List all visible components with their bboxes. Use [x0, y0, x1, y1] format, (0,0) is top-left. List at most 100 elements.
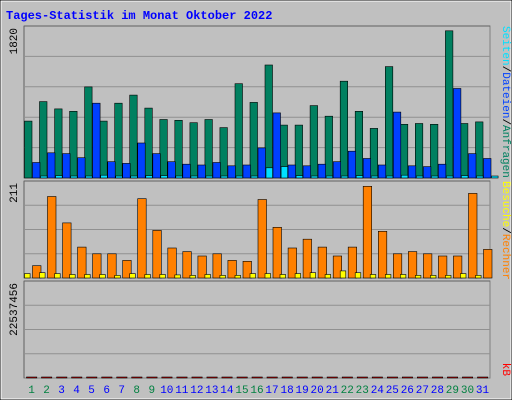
- middle-bar-rechner-day-13: [212, 253, 222, 279]
- middle-bar-besuche-day-21: [324, 274, 332, 279]
- bottom-legend-kb: kB: [499, 363, 511, 377]
- bottom-bar-kb-day-16: [251, 376, 263, 379]
- top-bar-seiten-day-10: [175, 175, 183, 179]
- middle-bar-besuche-day-18: [279, 274, 286, 279]
- bottom-bar-kb-day-1: [26, 376, 38, 379]
- top-bar-seiten-day-16: [265, 167, 273, 179]
- top-bar-dateien-day-28: [438, 163, 447, 179]
- middle-bar-besuche-day-13: [204, 274, 211, 279]
- bottom-bar-kb-day-24: [371, 376, 383, 379]
- x-tick-label-day-15: 15: [235, 385, 248, 397]
- middle-bar-rechner-day-11: [182, 251, 192, 279]
- x-tick-label-day-3: 3: [58, 385, 65, 397]
- top-panel: 1820 Seiten/Dateien/Anfragen: [9, 25, 511, 179]
- top-bar-dateien-day-8: [137, 142, 146, 179]
- top-bar-seiten-day-23: [370, 175, 379, 179]
- top-bar-anfragen-day-30: [460, 123, 469, 179]
- x-tick-label-day-12: 12: [190, 385, 203, 397]
- top-bar-dateien-day-6: [107, 161, 116, 179]
- top-bar-anfragen-day-3: [54, 108, 63, 179]
- middle-bar-rechner-day-28: [438, 255, 448, 279]
- x-tick-label-day-9: 9: [148, 385, 155, 397]
- middle-bar-rechner-day-14: [227, 260, 237, 279]
- top-bar-seiten-day-12: [205, 175, 213, 179]
- top-bar-anfragen-day-1: [24, 120, 33, 179]
- middle-bar-besuche-day-29: [445, 275, 452, 279]
- top-bar-dateien-day-7: [122, 163, 131, 179]
- top-bar-seiten-day-28: [446, 175, 454, 179]
- middle-bar-rechner-day-29: [453, 255, 463, 279]
- top-bar-dateien-day-24: [377, 164, 387, 179]
- bottom-bar-kb-day-23: [356, 376, 368, 379]
- middle-legend-text: Besuche/Rechner: [499, 181, 511, 280]
- middle-bar-rechner-day-9: [152, 230, 162, 279]
- bottom-ymax-label: 22537456: [9, 283, 21, 336]
- top-bar-seiten-day-1: [40, 175, 48, 179]
- x-tick-label-day-22: 22: [341, 385, 354, 397]
- top-legend-seiten: Seiten: [499, 26, 511, 66]
- top-bar-seiten-day-30: [476, 175, 484, 179]
- top-legend-dateien: Dateien: [499, 72, 511, 118]
- top-bar-anfragen-day-8: [129, 94, 138, 179]
- top-bar-seiten-day-8: [145, 175, 153, 179]
- bottom-bar-kb-day-17: [266, 376, 278, 379]
- middle-legend-rechner: Rechner: [499, 234, 511, 280]
- bottom-legend: kB: [499, 363, 511, 377]
- top-bar-seiten-day-22: [355, 175, 364, 179]
- top-bar-seiten-day-6: [115, 175, 123, 179]
- middle-bar-besuche-day-17: [264, 273, 271, 279]
- x-tick-label-day-4: 4: [73, 385, 80, 397]
- bottom-bar-kb-day-2: [41, 376, 53, 379]
- x-tick-label-day-30: 30: [461, 385, 474, 397]
- middle-bar-besuche-day-14: [219, 275, 226, 279]
- x-tick-label-day-7: 7: [118, 385, 125, 397]
- top-bar-anfragen-day-7: [114, 102, 123, 179]
- middle-bar-rechner-day-16: [257, 199, 267, 279]
- top-bar-seiten-day-24: [385, 175, 394, 179]
- top-bar-anfragen-day-22: [339, 80, 349, 179]
- x-tick-label-day-8: 8: [133, 385, 140, 397]
- bottom-legend-text: kB: [499, 363, 511, 377]
- top-bar-seiten-day-3: [70, 175, 78, 179]
- x-tick-label-day-27: 27: [416, 385, 429, 397]
- top-bar-anfragen-day-5: [84, 86, 93, 179]
- middle-bar-besuche-day-5: [84, 274, 91, 279]
- middle-bar-rechner-day-24: [377, 231, 388, 279]
- top-bar-anfragen-day-15: [234, 83, 243, 179]
- top-bar-anfragen-day-31: [475, 121, 484, 179]
- top-bar-seiten-day-18: [295, 175, 304, 179]
- middle-bar-besuche-day-19: [294, 273, 302, 279]
- top-bar-seiten-day-29: [461, 175, 469, 179]
- bottom-bar-kb-day-9: [146, 376, 158, 379]
- middle-bar-rechner-day-3: [62, 222, 72, 279]
- bottom-bar-kb-day-15: [236, 376, 248, 379]
- x-tick-label-day-23: 23: [356, 385, 369, 397]
- x-tick-label-day-28: 28: [431, 385, 444, 397]
- middle-bar-besuche-day-6: [99, 274, 106, 279]
- top-bar-seiten-day-25: [400, 174, 409, 179]
- top-bar-seiten-day-4: [85, 175, 93, 179]
- middle-bar-rechner-day-1: [32, 265, 42, 279]
- top-bar-dateien-day-14: [227, 165, 236, 179]
- bottom-bar-kb-day-28: [432, 376, 443, 379]
- x-tick-label-day-18: 18: [280, 385, 293, 397]
- top-bar-dateien-day-4: [77, 157, 86, 179]
- top-bar-anfragen-day-14: [219, 127, 228, 179]
- top-bar-dateien-day-26: [407, 165, 417, 179]
- top-bar-anfragen-day-16: [249, 102, 258, 179]
- middle-ymax-label: 211: [9, 183, 21, 203]
- bottom-bar-kb-day-4: [71, 376, 83, 379]
- x-tick-label-day-20: 20: [310, 385, 323, 397]
- bottom-bar-kb-day-19: [296, 376, 308, 379]
- top-bar-seiten-day-2: [55, 175, 63, 179]
- middle-bar-besuche-day-31: [475, 275, 482, 279]
- middle-bar-rechner-day-2: [47, 196, 57, 279]
- middle-bar-rechner-day-4: [77, 246, 87, 279]
- middle-bar-rechner-day-20: [317, 246, 327, 279]
- middle-bar-besuche-day-3: [54, 273, 61, 279]
- top-bar-anfragen-day-13: [204, 119, 213, 179]
- top-bar-anfragen-day-9: [144, 107, 153, 179]
- top-bar-anfragen-day-4: [69, 111, 78, 179]
- top-bar-dateien-day-20: [317, 163, 326, 179]
